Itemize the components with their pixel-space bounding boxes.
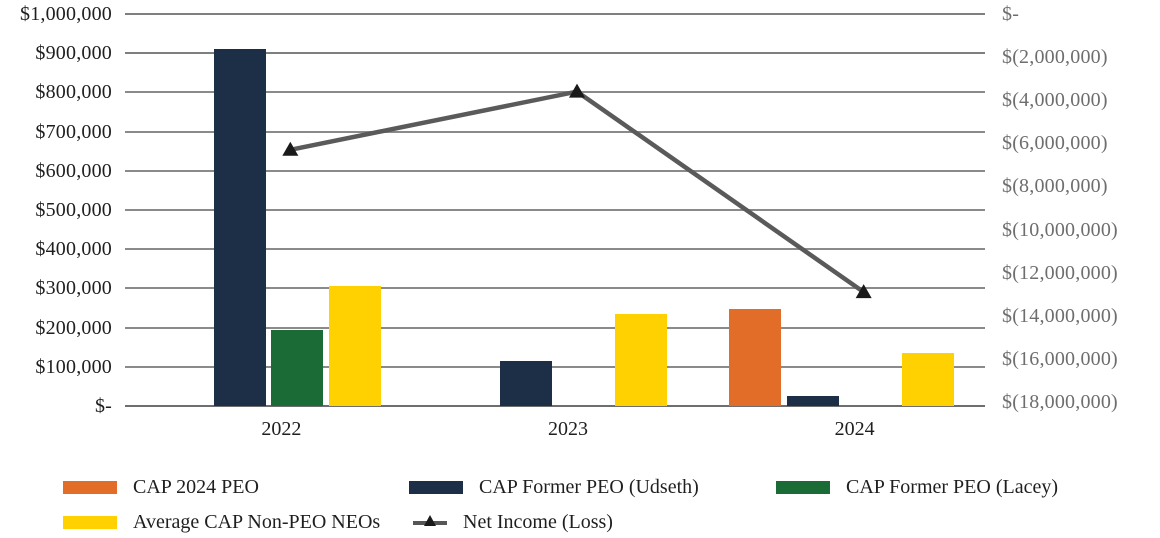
gridline [125,52,985,55]
y-axis-left-tick-label: $300,000 [35,277,112,300]
x-axis-label-2024: 2024 [834,418,875,440]
y-axis-right-tick-label: $(10,000,000) [1002,218,1118,241]
legend-item-cap-former-peo-udseth: CAP Former PEO (Udseth) [409,474,699,500]
y-axis-right-tick-label: $(18,000,000) [1002,391,1118,413]
bar-cap-former-peo-udseth-2024 [786,396,839,406]
y-axis-right-tick-label: $(4,000,000) [1002,89,1108,112]
y-axis-left-tick-label: $900,000 [35,42,112,65]
gridline [125,13,985,15]
legend-swatch [63,515,117,529]
legend-item-net-income-loss: Net Income (Loss) [409,509,613,535]
y-axis-left-tick-label: $200,000 [35,316,112,339]
y-axis-right-tick-label: $(8,000,000) [1002,175,1108,198]
bar-cap-former-peo-udseth-2022 [213,49,266,406]
bar-cap-former-peo-lacey-2022 [271,329,324,406]
legend-label: CAP 2024 PEO [133,475,259,498]
legend-item-cap-former-peo-lacey: CAP Former PEO (Lacey) [776,474,1058,500]
x-axis-label-2023: 2023 [548,418,588,440]
y-axis-left-tick-label: $400,000 [35,238,112,261]
gridline [125,365,985,368]
legend-label: Net Income (Loss) [463,510,613,533]
legend-label: CAP Former PEO (Lacey) [846,475,1058,498]
bar-average-cap-non-peo-neos-2024 [901,353,954,406]
legend-swatch [776,480,830,494]
y-axis-right-tick-label: $(2,000,000) [1002,46,1108,69]
y-axis-right-tick-label: $(14,000,000) [1002,304,1118,327]
legend-triangle-icon [424,515,436,526]
net-income-marker-2024 [855,284,872,299]
y-axis-left-tick-label: $- [94,395,112,417]
y-axis-left-tick-label: $1,000,000 [20,3,112,25]
y-axis-left-tick-label: $800,000 [35,81,112,104]
y-axis-left-tick-label: $600,000 [35,159,112,182]
bar-cap-2024-peo-2024 [729,308,782,406]
legend-swatch [409,480,463,494]
bar-average-cap-non-peo-neos-2023 [615,313,668,406]
x-axis-label-2022: 2022 [261,418,302,440]
gridline [125,326,985,329]
net-income-marker-2022 [282,141,299,156]
legend-label: Average CAP Non-PEO NEOs [133,510,381,533]
legend-item-cap-2024-peo: CAP 2024 PEO [63,474,259,500]
y-axis-right-tick-label: $- [1002,3,1020,25]
legend-item-average-cap-non-peo-neos: Average CAP Non-PEO NEOs [63,509,380,535]
y-axis-left-tick-label: $500,000 [35,199,112,221]
legend-label: CAP Former PEO (Udseth) [479,475,699,498]
legend-swatch [63,480,117,494]
bar-average-cap-non-peo-neos-2022 [328,286,381,406]
net-income-line [289,89,865,294]
y-axis-left-tick-label: $700,000 [35,120,112,143]
bar-cap-former-peo-udseth-2023 [500,360,553,406]
legend-line-marker-icon [413,515,447,529]
x-axis-line [125,405,985,407]
y-axis-right-tick-label: $(16,000,000) [1002,347,1118,370]
y-axis-left-tick-label: $100,000 [35,355,112,378]
y-axis-right-tick-label: $(12,000,000) [1002,261,1118,284]
y-axis-right-tick-label: $(6,000,000) [1002,132,1108,155]
